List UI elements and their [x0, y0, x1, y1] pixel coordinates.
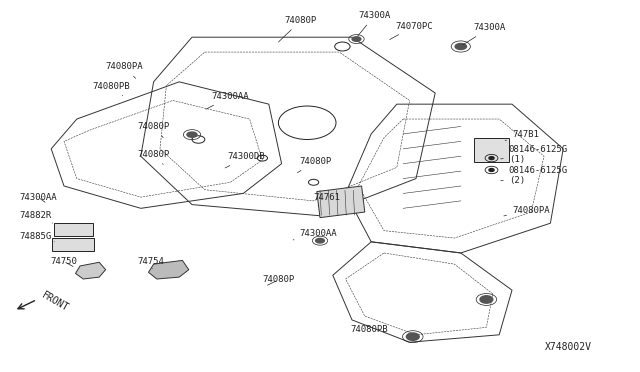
Text: 74300AA: 74300AA — [293, 229, 337, 240]
Circle shape — [186, 131, 198, 138]
Text: 08146-6125G
(1): 08146-6125G (1) — [500, 145, 568, 164]
Circle shape — [454, 43, 467, 50]
Text: FRONT: FRONT — [40, 291, 70, 314]
Text: 74761: 74761 — [314, 193, 340, 205]
Text: 74885G: 74885G — [19, 232, 54, 242]
Text: 74300AA: 74300AA — [19, 193, 57, 202]
Bar — [52, 238, 94, 251]
Circle shape — [489, 169, 494, 171]
Text: 74080PB: 74080PB — [351, 325, 388, 334]
Text: 74754: 74754 — [138, 257, 164, 269]
Bar — [474, 138, 509, 162]
Text: 74080P: 74080P — [262, 275, 294, 285]
Circle shape — [406, 333, 419, 340]
Text: 74882R: 74882R — [19, 211, 52, 223]
Text: X748002V: X748002V — [545, 341, 592, 352]
Polygon shape — [317, 186, 365, 218]
Text: 74300A: 74300A — [463, 23, 506, 45]
Polygon shape — [148, 260, 189, 279]
Text: 74080P: 74080P — [138, 150, 170, 164]
Text: 74080PB: 74080PB — [93, 82, 131, 96]
Circle shape — [480, 296, 493, 303]
Text: 74300DB: 74300DB — [225, 153, 265, 168]
Text: 08146-6125G
(2): 08146-6125G (2) — [500, 166, 568, 185]
Text: 74080P: 74080P — [138, 122, 170, 138]
Circle shape — [489, 157, 494, 160]
Circle shape — [351, 36, 362, 42]
Circle shape — [315, 238, 325, 244]
Text: 74750: 74750 — [50, 257, 77, 266]
Text: 74080PA: 74080PA — [504, 206, 550, 216]
Text: 74080P: 74080P — [298, 157, 332, 173]
Text: 747B1: 747B1 — [505, 130, 539, 141]
Text: 74080P: 74080P — [278, 16, 317, 42]
Text: 74300A: 74300A — [358, 11, 390, 36]
Text: 74080PA: 74080PA — [106, 62, 143, 78]
Text: 74300AA: 74300AA — [206, 92, 249, 109]
Bar — [54, 223, 93, 236]
Text: 74070PC: 74070PC — [390, 22, 433, 39]
Polygon shape — [76, 262, 106, 279]
